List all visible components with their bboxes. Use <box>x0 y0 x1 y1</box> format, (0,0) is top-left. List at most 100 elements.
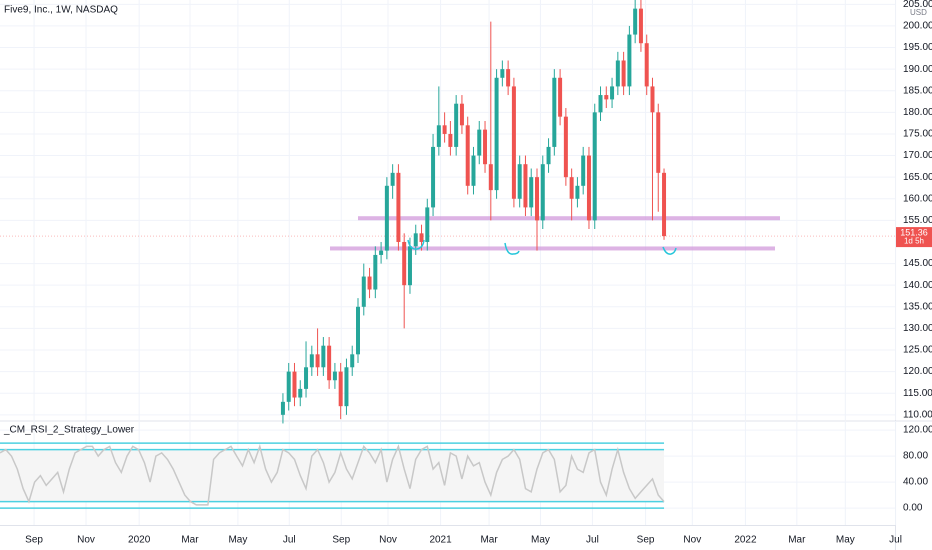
x-tick-label: Sep <box>332 535 350 546</box>
y-tick-label: 110.00 <box>903 409 932 420</box>
candle-body <box>523 164 528 208</box>
candle-body <box>292 371 297 398</box>
candle-body <box>413 233 418 247</box>
candle-body <box>517 164 522 199</box>
x-tick-label: Jul <box>283 535 296 546</box>
candle-body <box>575 185 580 199</box>
candle-body <box>436 125 441 147</box>
candle-body <box>546 146 551 165</box>
candle-body <box>494 77 499 191</box>
y-tick-label: 185.00 <box>903 85 932 96</box>
candle-body <box>581 155 586 186</box>
candle-body <box>621 60 626 87</box>
rsi-line <box>0 443 665 506</box>
y-tick-label: 125.00 <box>903 345 932 356</box>
candle-body <box>454 103 459 147</box>
annotation-hook <box>407 239 425 250</box>
candle-body <box>529 177 534 208</box>
x-tick-label: Jul <box>889 535 902 546</box>
candle-body <box>586 155 591 221</box>
candle-body <box>396 172 401 242</box>
annotation-hook <box>504 242 520 255</box>
candle-body <box>610 86 615 100</box>
candle-body <box>379 250 384 255</box>
x-tick-label: Nov <box>683 535 701 546</box>
y-tick-label: 0.00 <box>903 503 923 514</box>
y-tick-label: 160.00 <box>903 193 932 204</box>
candle-body <box>465 125 470 186</box>
y-tick-label: 120.00 <box>903 425 932 436</box>
countdown-label: 1d 5h <box>904 237 924 246</box>
y-tick-label: 200.00 <box>903 21 932 32</box>
candle-body <box>615 60 620 87</box>
y-tick-label: 205.00 <box>903 0 932 10</box>
candle-body <box>511 86 516 199</box>
x-tick-label: 2020 <box>128 535 151 546</box>
candle-body <box>662 172 667 237</box>
candle-body <box>477 129 482 156</box>
candle-body <box>540 164 545 221</box>
candle-body <box>327 345 332 381</box>
candle-body <box>402 241 407 286</box>
candle-body <box>563 116 568 178</box>
candle-body <box>315 354 320 368</box>
candle-body <box>367 276 372 290</box>
candle-body <box>656 112 661 173</box>
last-price-box <box>896 227 932 248</box>
candle-body <box>471 155 476 186</box>
price-level <box>330 246 775 251</box>
candle-body <box>419 233 424 242</box>
y-tick-label: 175.00 <box>903 129 932 140</box>
candle-body <box>592 112 597 221</box>
candle-body <box>344 367 349 407</box>
candle-body <box>459 103 464 126</box>
x-tick-label: Mar <box>788 535 806 546</box>
y-tick-label: 195.00 <box>903 42 932 53</box>
y-tick-label: 180.00 <box>903 107 932 118</box>
candle-body <box>627 34 632 87</box>
x-tick-label: May <box>836 535 855 546</box>
candle-body <box>558 77 563 117</box>
candle-body <box>483 129 488 165</box>
chart-title: Five9, Inc., 1W, NASDAQ <box>4 5 118 16</box>
annotation-hook <box>662 246 677 255</box>
candle-body <box>407 246 412 286</box>
x-tick-label: Sep <box>25 535 43 546</box>
candle-body <box>488 164 493 191</box>
candle-body <box>552 77 557 147</box>
candle-body <box>373 254 378 290</box>
y-tick-label: 190.00 <box>903 64 932 75</box>
candle-body <box>448 133 453 147</box>
y-tick-label: 145.00 <box>903 258 932 269</box>
candle-body <box>604 95 609 100</box>
candle-body <box>425 207 430 242</box>
candle-body <box>633 8 638 35</box>
y-tick-label: 80.00 <box>903 451 928 462</box>
candle-body <box>321 345 326 368</box>
indicator-title: _CM_RSI_2_Strategy_Lower <box>3 425 135 436</box>
candle-body <box>650 86 655 113</box>
candle-body <box>298 388 303 398</box>
candle-body <box>286 371 291 402</box>
candle-body <box>361 276 366 307</box>
x-tick-label: May <box>228 535 247 546</box>
y-tick-label: 40.00 <box>903 477 928 488</box>
y-tick-label: 165.00 <box>903 172 932 183</box>
x-tick-label: 2021 <box>429 535 452 546</box>
y-tick-label: 130.00 <box>903 323 932 334</box>
price-level <box>358 216 780 221</box>
candle-body <box>390 172 395 186</box>
y-tick-label: 115.00 <box>903 388 932 399</box>
x-tick-label: Jul <box>586 535 599 546</box>
y-tick-label: 135.00 <box>903 301 932 312</box>
candle-body <box>598 95 603 113</box>
candle-body <box>384 185 389 251</box>
candle-body <box>569 177 574 199</box>
x-tick-label: Mar <box>181 535 199 546</box>
x-tick-label: Mar <box>480 535 498 546</box>
candle-body <box>332 371 337 381</box>
candle-body <box>309 354 314 368</box>
y-tick-label: 120.00 <box>903 366 932 377</box>
y-tick-label: 155.00 <box>903 215 932 226</box>
